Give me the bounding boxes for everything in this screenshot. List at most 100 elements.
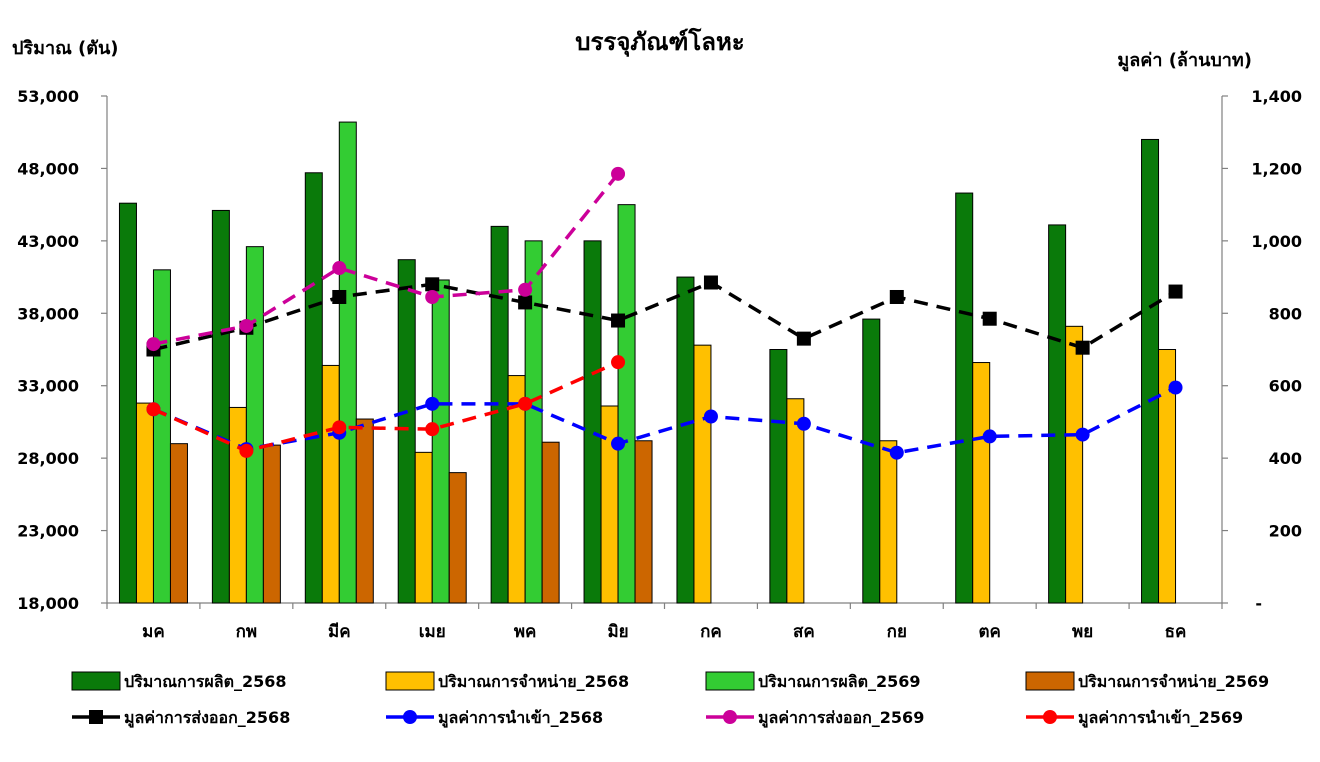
legend-label: ปริมาณการผลิต_2568	[124, 672, 287, 691]
left-axis-title: ปริมาณ (ตัน)	[12, 38, 118, 59]
left-tick-label: 53,000	[17, 87, 79, 106]
bar-4	[262, 444, 281, 604]
legend-marker	[89, 710, 103, 724]
bar-4	[169, 443, 188, 604]
right-axis-title: มูลค่า (ล้านบาท)	[1117, 50, 1252, 72]
right-tick-label: 1,200	[1251, 159, 1302, 178]
bar-1	[676, 276, 695, 604]
left-tick-label: 43,000	[17, 232, 79, 251]
line-point-4	[146, 402, 161, 417]
bar-2	[228, 406, 247, 604]
bar-2	[786, 398, 805, 604]
line-point-1	[332, 289, 347, 304]
bar-1	[769, 349, 788, 604]
right-tick-label: 1,400	[1251, 87, 1302, 106]
right-tick-label: 600	[1269, 377, 1302, 396]
left-tick-label: 18,000	[17, 594, 79, 613]
legend: ปริมาณการผลิต_2568 ปริมาณการจำหน่าย_2568 ป…	[71, 671, 1269, 729]
line-point-2	[611, 436, 626, 451]
bar-4	[541, 441, 560, 604]
bar-4	[634, 440, 653, 604]
line-point-1	[796, 331, 811, 346]
line-point-1	[703, 275, 718, 290]
line-point-1	[1168, 284, 1183, 299]
bar-1	[1048, 224, 1067, 604]
category-label: ตค	[978, 622, 1000, 642]
line-series-3	[153, 172, 620, 346]
bar-1	[304, 172, 323, 604]
bar-1	[490, 225, 509, 604]
category-label: มิย	[607, 622, 628, 642]
left-tick-label: 33,000	[17, 377, 79, 396]
bar-2	[1158, 349, 1177, 604]
legend-label: มูลค่าการส่งออก_2568	[124, 708, 290, 729]
line-point-4	[518, 396, 533, 411]
chart-title: บรรจุภัณฑ์โลหะ	[575, 27, 744, 58]
bar-4	[448, 472, 467, 604]
line-point-2	[425, 396, 440, 411]
line-series-4	[152, 360, 619, 453]
legend-label: ปริมาณการผลิต_2569	[758, 672, 921, 691]
bar-2	[693, 344, 712, 604]
bar-2	[879, 440, 898, 604]
category-label: พค	[514, 622, 537, 642]
line-point-4	[332, 420, 347, 435]
bar-1	[1141, 138, 1160, 604]
bar-3	[245, 246, 264, 604]
line-point-3	[239, 318, 254, 333]
legend-swatch	[71, 671, 121, 691]
category-label: สค	[793, 622, 815, 642]
bar-4	[355, 418, 374, 604]
line-point-3	[332, 261, 347, 276]
line-point-1	[425, 277, 440, 292]
category-label: กพ	[236, 622, 258, 642]
bar-3	[152, 269, 171, 604]
legend-label: ปริมาณการจำหน่าย_2569	[1078, 672, 1269, 691]
legend-label: มูลค่าการนำเข้า_2568	[438, 708, 603, 729]
line-point-2	[1075, 427, 1090, 442]
bar-1	[211, 209, 230, 604]
line-series-2	[152, 385, 1177, 455]
category-label: พย	[1072, 622, 1093, 642]
left-tick-label: 28,000	[17, 449, 79, 468]
bar-2	[321, 364, 340, 604]
plot-area: 18,000 23,000 28,000 33,000 38,000 43,000 48,0…	[17, 87, 1302, 642]
line-point-4	[239, 443, 254, 458]
line-point-3	[611, 166, 626, 181]
line-series-1	[153, 280, 1177, 352]
category-label: มีค	[328, 621, 351, 642]
bar-1	[583, 240, 602, 604]
line-point-3	[425, 289, 440, 304]
line-point-2	[889, 445, 904, 460]
legend-swatch	[1025, 671, 1075, 691]
category-label: มค	[142, 622, 165, 642]
bar-3	[617, 204, 636, 604]
category-label: เมย	[419, 622, 446, 642]
legend-label: ปริมาณการจำหน่าย_2568	[438, 672, 629, 691]
category-label: กค	[700, 622, 722, 642]
bar-3	[524, 240, 543, 604]
bar-2	[600, 405, 619, 604]
bar-2	[972, 362, 991, 604]
bar-2	[414, 451, 433, 604]
right-tick-label: -	[1255, 594, 1262, 613]
right-tick-label: 400	[1269, 449, 1302, 468]
category-label: ธค	[1165, 622, 1187, 642]
bar-2	[1065, 325, 1084, 604]
line-point-1	[1075, 340, 1090, 355]
left-tick-label: 38,000	[17, 304, 79, 323]
bar-3	[338, 121, 357, 604]
bar-1	[955, 192, 974, 604]
legend-label: มูลค่าการส่งออก_2569	[758, 708, 924, 729]
bar-3	[431, 279, 450, 604]
line-point-1	[982, 311, 997, 326]
left-tick-label: 48,000	[17, 159, 79, 178]
legend-swatch	[385, 671, 435, 691]
legend-marker	[403, 710, 417, 724]
left-tick-label: 23,000	[17, 522, 79, 541]
bar-2	[135, 402, 154, 604]
legend-swatch	[705, 671, 755, 691]
legend-label: มูลค่าการนำเข้า_2569	[1078, 708, 1243, 729]
line-point-3	[146, 337, 161, 352]
right-tick-label: 1,000	[1251, 232, 1302, 251]
